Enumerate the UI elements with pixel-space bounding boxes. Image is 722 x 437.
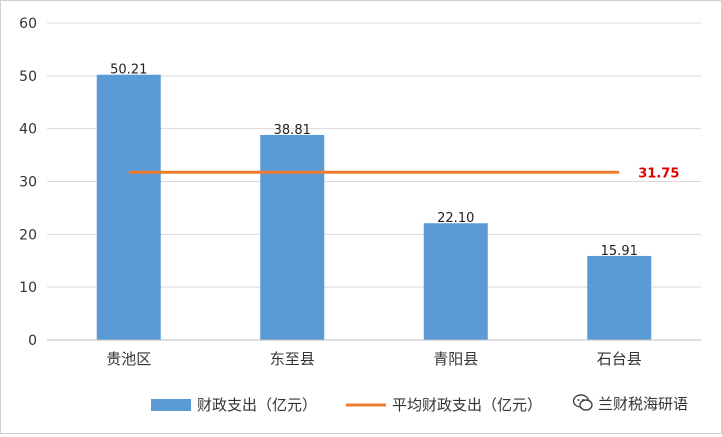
y-tick-label: 10: [19, 280, 37, 296]
y-tick-label: 60: [19, 16, 37, 32]
data-label: 50.21: [110, 63, 147, 78]
watermark: 兰财税海研语: [568, 390, 693, 416]
data-label: 15.91: [601, 244, 638, 259]
legend-swatch-bar: [151, 399, 191, 411]
y-axis: 0 10 20 30 40 50 60: [19, 16, 37, 349]
bar: [423, 223, 488, 340]
y-tick-label: 30: [19, 175, 37, 191]
x-axis: 贵池区 东至县 青阳县 石台县: [47, 339, 701, 368]
watermark-text: 兰财税海研语: [598, 394, 689, 413]
legend: 财政支出（亿元） 平均财政支出（亿元）: [151, 396, 542, 414]
average-line-series: 31.75: [128, 166, 679, 181]
data-label: 38.81: [274, 123, 311, 138]
average-data-label: 31.75: [638, 166, 679, 181]
x-tick-label: 青阳县: [433, 350, 478, 368]
bar: [96, 74, 161, 341]
y-tick-label: 20: [19, 227, 37, 243]
bar: [587, 255, 652, 340]
y-tick-label: 50: [19, 69, 37, 85]
bar-series: 50.21 38.81 22.10 15.91: [96, 63, 652, 341]
x-tick-label: 东至县: [270, 350, 315, 368]
legend-label-line: 平均财政支出（亿元）: [392, 396, 542, 414]
bar: [260, 134, 325, 340]
legend-item-bar: 财政支出（亿元）: [151, 396, 317, 414]
x-tick-label: 贵池区: [106, 350, 151, 368]
y-tick-label: 40: [19, 122, 37, 138]
x-tick-label: 石台县: [597, 350, 642, 368]
data-label: 22.10: [437, 211, 474, 226]
y-tick-label: 0: [28, 333, 37, 349]
legend-label-bar: 财政支出（亿元）: [197, 396, 317, 414]
legend-item-line: 平均财政支出（亿元）: [346, 396, 542, 414]
wechat-icon: [572, 394, 593, 411]
